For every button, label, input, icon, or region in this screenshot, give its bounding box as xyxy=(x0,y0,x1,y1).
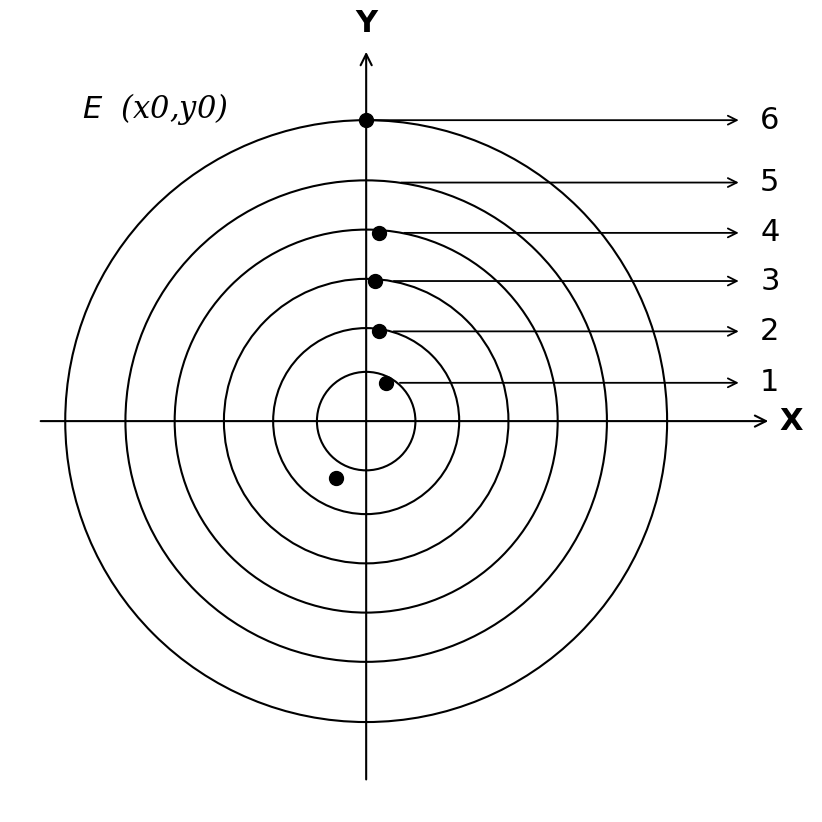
Text: 6: 6 xyxy=(760,106,779,135)
Text: $E$  (x0,y0): $E$ (x0,y0) xyxy=(81,91,228,127)
Point xyxy=(329,472,342,485)
Text: 2: 2 xyxy=(760,316,779,346)
Text: X: X xyxy=(780,407,803,436)
Point xyxy=(359,113,372,127)
Point xyxy=(372,325,386,338)
Text: Y: Y xyxy=(355,9,377,38)
Text: 5: 5 xyxy=(760,168,779,197)
Text: 1: 1 xyxy=(760,368,779,397)
Point xyxy=(368,275,381,288)
Point xyxy=(379,376,392,390)
Point xyxy=(372,226,386,239)
Text: 4: 4 xyxy=(760,219,779,247)
Text: 3: 3 xyxy=(760,266,779,296)
